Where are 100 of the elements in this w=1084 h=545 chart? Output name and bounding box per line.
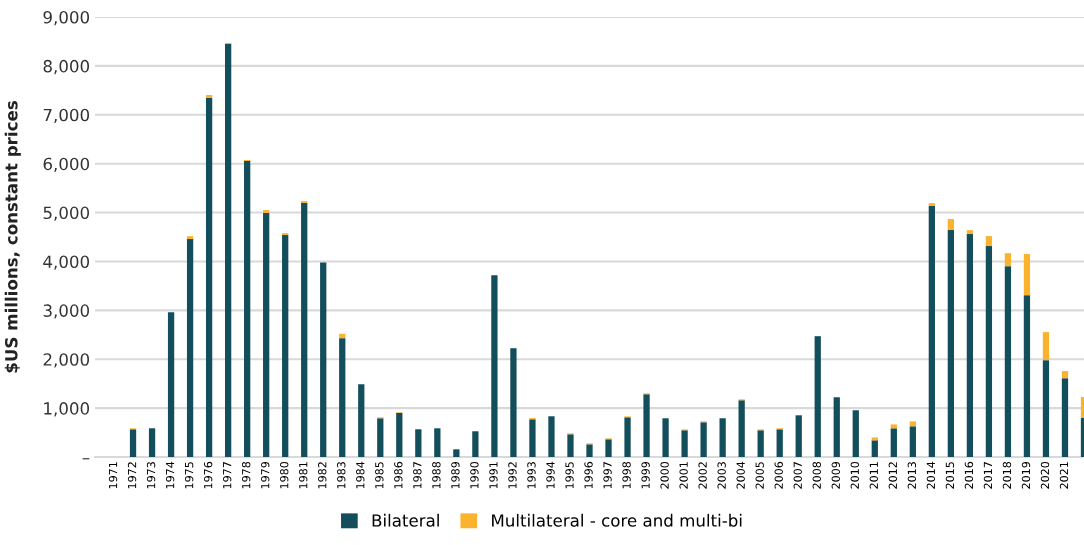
bar <box>947 230 954 457</box>
x-tick-label: 1994 <box>546 461 555 489</box>
bar <box>852 410 859 457</box>
x-tick-label: 1990 <box>470 461 479 489</box>
y-tick-label: 2,000 <box>43 353 90 368</box>
bar <box>263 210 270 214</box>
x-tick-label: 1978 <box>241 461 251 489</box>
bar <box>833 397 840 457</box>
bar <box>719 418 726 457</box>
bar <box>167 312 175 457</box>
x-tick-label: 2007 <box>793 462 802 489</box>
bar <box>377 418 384 457</box>
x-tick-label: 1996 <box>584 461 593 489</box>
bar <box>472 431 479 457</box>
bar <box>415 429 422 457</box>
bar <box>871 440 878 457</box>
legend-label: Bilateral <box>372 513 439 527</box>
bar <box>1061 371 1069 379</box>
bar <box>738 400 745 457</box>
bar <box>453 449 460 457</box>
x-tick-label: 1997 <box>603 462 612 489</box>
y-tick-label: 9,000 <box>43 10 90 26</box>
bar <box>263 213 270 457</box>
x-tick-label: 1974 <box>165 461 175 489</box>
x-tick-label: 1995 <box>565 462 574 489</box>
bar <box>871 437 878 441</box>
x-tick-label: 2021 <box>1059 462 1069 489</box>
x-tick-label: 1989 <box>451 461 460 489</box>
bar <box>909 426 916 457</box>
bar <box>282 235 289 457</box>
bar <box>567 434 574 457</box>
y-tick-label: 4,000 <box>43 255 90 270</box>
bar <box>795 415 802 457</box>
x-tick-label: 2017 <box>983 462 993 489</box>
bar <box>890 424 897 429</box>
bar <box>909 421 916 427</box>
bar <box>510 348 517 457</box>
bar <box>205 94 213 98</box>
x-tick-label: 2009 <box>831 461 840 489</box>
bar <box>966 234 974 457</box>
x-tick-label: 1976 <box>203 461 213 489</box>
x-tick-label: 2005 <box>755 462 764 489</box>
x-tick-label: 1984 <box>356 461 365 489</box>
bar <box>985 246 993 457</box>
x-tick-label: 1972 <box>127 462 137 489</box>
x-tick-label: 2008 <box>812 461 821 489</box>
x-tick-label: 1973 <box>146 462 156 489</box>
x-tick-label: 2016 <box>964 461 974 489</box>
y-tick-label: 5,000 <box>43 206 90 221</box>
x-tick-label: 1991 <box>489 462 498 489</box>
bar <box>1004 253 1012 267</box>
x-tick-label: 1986 <box>394 461 403 489</box>
x-tick-label: 1993 <box>527 462 536 489</box>
bar <box>700 422 707 457</box>
x-tick-label: 2012 <box>888 462 898 489</box>
bar <box>947 219 954 231</box>
bar <box>320 262 327 457</box>
x-tick-label: 2014 <box>926 461 936 489</box>
bar <box>1023 295 1031 457</box>
y-tick-label: – <box>82 458 90 460</box>
x-tick-label: 1971 <box>108 462 118 489</box>
bar <box>301 203 308 457</box>
bar <box>1023 254 1031 296</box>
bar <box>586 444 593 457</box>
x-tick-label: 1982 <box>318 462 327 489</box>
bar <box>244 160 251 457</box>
x-tick-label: 2015 <box>945 462 955 489</box>
x-tick-label: 2003 <box>717 462 726 489</box>
x-tick-label: 2000 <box>660 461 669 489</box>
x-tick-label: 1981 <box>299 462 308 489</box>
x-tick-label: 2020 <box>1040 461 1050 489</box>
x-tick-label: 2011 <box>869 462 879 489</box>
x-tick-label: 1983 <box>337 462 346 489</box>
bar <box>396 412 403 457</box>
x-tick-label: 2004 <box>736 461 745 489</box>
bar <box>681 430 688 457</box>
x-tick-label: 1980 <box>280 461 289 489</box>
bar <box>186 239 194 457</box>
x-tick-label: 2002 <box>698 462 707 489</box>
x-tick-label: 1985 <box>375 462 384 489</box>
x-tick-label: 1975 <box>184 462 194 489</box>
bar <box>890 428 897 457</box>
legend-label: Multilateral - core and multi-bi <box>492 513 742 527</box>
x-tick-label: 1979 <box>260 461 270 489</box>
x-tick-label: 1998 <box>622 461 631 489</box>
x-tick-label: 1977 <box>222 462 232 489</box>
bar <box>757 430 764 457</box>
bar <box>928 203 935 207</box>
bar <box>148 428 156 457</box>
bar <box>129 429 137 457</box>
bar <box>186 236 194 240</box>
x-tick-label: 1999 <box>641 461 650 489</box>
bar <box>624 417 631 457</box>
x-tick-label: 2018 <box>1002 461 1012 489</box>
bar <box>1042 360 1050 457</box>
x-tick-label: 2010 <box>850 461 859 489</box>
x-tick-label: 2006 <box>774 461 783 489</box>
bar <box>605 439 612 457</box>
bar <box>985 236 993 247</box>
y-tick-label: 6,000 <box>43 157 90 172</box>
